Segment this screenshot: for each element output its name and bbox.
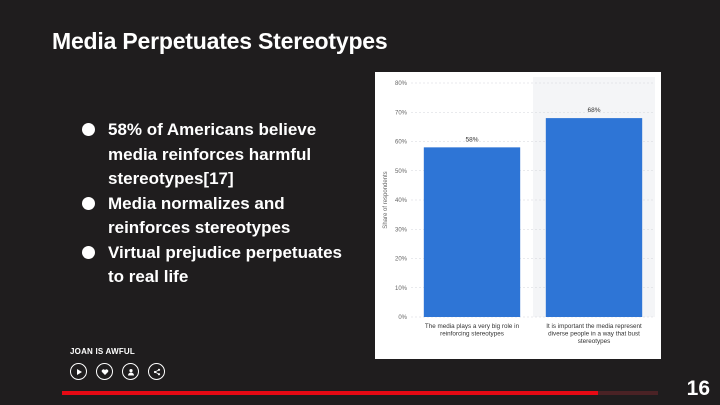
y-tick-label: 50% [395,169,408,175]
y-tick-label: 70% [395,110,408,116]
page-number: 16 [686,377,710,400]
x-tick-label: It is important the media represent [546,323,642,330]
data-label: 58% [465,136,478,143]
y-tick-label: 80% [395,81,408,87]
play-icon [76,368,82,375]
y-tick-label: 10% [395,286,408,292]
x-tick-label: The media plays a very big role in [425,323,520,330]
bar-chart: 0% 10% 20% 30% 40% 50% 60% 70% 80% Share of respo… [383,77,655,345]
profile-button[interactable] [122,363,139,380]
y-axis-label: Share of respondents [383,171,389,228]
data-label: 68% [587,107,600,114]
bullet-item: Media normalizes and reinforces stereoty… [82,192,352,241]
progress-fill [62,391,599,395]
progress-bar[interactable] [62,391,658,395]
bullet-item: 58% of Americans believe media reinforce… [82,118,352,192]
heart-icon [101,368,108,375]
player-controls [70,363,165,380]
bar [545,118,643,317]
x-tick-label: reinforcing stereotypes [440,331,504,338]
y-tick-label: 40% [395,198,408,204]
brand-label: JOAN IS AWFUL [70,347,135,356]
chart-panel: 0% 10% 20% 30% 40% 50% 60% 70% 80% Share of respo… [375,72,661,359]
user-icon [127,368,134,375]
x-tick-label: stereotypes [578,338,611,345]
share-icon [153,368,160,375]
slide-title: Media Perpetuates Stereotypes [52,28,388,54]
y-tick-label: 20% [395,257,408,263]
play-button[interactable] [70,363,87,380]
like-button[interactable] [96,363,113,380]
x-tick-label: diverse people in a way that bust [548,331,640,338]
y-tick-label: 0% [398,315,407,321]
bullet-item: Virtual prejudice perpetuates to real li… [82,241,352,290]
bullet-list: 58% of Americans believe media reinforce… [82,118,352,290]
y-tick-label: 60% [395,140,408,146]
y-tick-label: 30% [395,227,408,233]
share-button[interactable] [148,363,165,380]
bar [423,147,521,317]
